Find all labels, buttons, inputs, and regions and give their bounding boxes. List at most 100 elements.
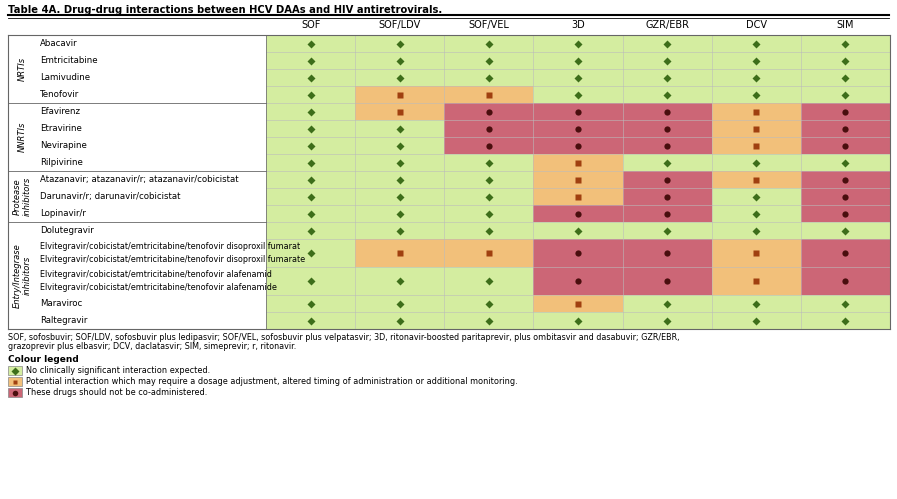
Bar [623,52,711,69]
Bar [623,295,711,312]
Bar [266,69,355,86]
Bar [444,120,534,137]
Bar [355,205,444,222]
Bar [711,52,801,69]
Bar [534,312,623,329]
Bar [444,222,534,239]
Bar [444,154,534,171]
Text: Darunavir/r; darunavir/cobicistat: Darunavir/r; darunavir/cobicistat [40,192,180,201]
Bar [444,312,534,329]
Bar [711,35,801,52]
Bar [36,188,266,205]
Text: Maraviroc: Maraviroc [40,299,83,308]
Bar [534,171,623,188]
Bar [623,171,711,188]
Bar [266,120,355,137]
Bar [355,120,444,137]
Bar [355,137,444,154]
Bar [801,295,890,312]
Bar [444,171,534,188]
Bar [36,267,266,295]
Bar [711,137,801,154]
Bar [534,86,623,103]
Bar [801,205,890,222]
Bar [355,295,444,312]
Text: Entry/Integrase
inhibitors: Entry/Integrase inhibitors [13,243,31,308]
Bar [623,188,711,205]
Bar [266,267,355,295]
Bar [266,205,355,222]
Bar [623,86,711,103]
Bar [711,120,801,137]
Bar [444,188,534,205]
Text: Lopinavir/r: Lopinavir/r [40,209,86,218]
Bar [711,188,801,205]
Bar [266,154,355,171]
Bar [36,312,266,329]
Bar [623,222,711,239]
Bar [801,312,890,329]
Text: grazoprevir plus elbasvir; DCV, daclatasvir; SIM, simeprevir; r, ritonavir.: grazoprevir plus elbasvir; DCV, daclatas… [8,342,296,351]
Bar [623,120,711,137]
Bar [711,222,801,239]
Bar [801,120,890,137]
Bar [711,171,801,188]
Bar [534,52,623,69]
Bar [534,205,623,222]
Bar [444,137,534,154]
Bar [355,52,444,69]
Text: GZR/EBR: GZR/EBR [645,20,689,30]
Bar [36,120,266,137]
Bar [711,267,801,295]
Bar [266,312,355,329]
Bar [266,52,355,69]
Text: SOF/VEL: SOF/VEL [468,20,509,30]
Bar [534,267,623,295]
Bar [801,35,890,52]
Bar [801,86,890,103]
Text: Emtricitabine: Emtricitabine [40,56,98,65]
Text: Colour legend: Colour legend [8,355,79,364]
Text: Atazanavir; atazanavir/r; atazanavir/cobicistat: Atazanavir; atazanavir/r; atazanavir/cob… [40,175,239,184]
Text: Efavirenz: Efavirenz [40,107,80,116]
Bar [355,312,444,329]
Bar [266,171,355,188]
Bar [444,267,534,295]
Bar [534,137,623,154]
Bar [534,35,623,52]
Bar [444,86,534,103]
Text: Nevirapine: Nevirapine [40,141,87,150]
Bar [623,103,711,120]
Bar [711,154,801,171]
Bar [444,35,534,52]
Bar [355,35,444,52]
Text: Potential interaction which may require a dosage adjustment, altered timing of a: Potential interaction which may require … [26,377,518,386]
Text: Raltegravir: Raltegravir [40,316,87,325]
Bar [801,188,890,205]
Bar [801,239,890,267]
Bar [801,171,890,188]
Text: SOF/LDV: SOF/LDV [379,20,421,30]
Bar [36,239,266,267]
Bar [711,103,801,120]
Bar [711,86,801,103]
Bar [444,103,534,120]
Bar [36,69,266,86]
Bar [36,205,266,222]
Bar [801,267,890,295]
Bar [36,154,266,171]
Text: Abacavir: Abacavir [40,39,78,48]
Text: Elvitegravir/cobicistat/emtricitabine/tenofovir alafenamid: Elvitegravir/cobicistat/emtricitabine/te… [40,270,272,279]
Bar [266,188,355,205]
Text: Lamivudine: Lamivudine [40,73,90,82]
Bar [534,239,623,267]
Bar [36,103,266,120]
Bar [355,267,444,295]
Bar [36,137,266,154]
Bar [534,188,623,205]
Bar [534,222,623,239]
Text: SIM: SIM [837,20,854,30]
Bar [623,69,711,86]
Text: These drugs should not be co-administered.: These drugs should not be co-administere… [26,388,207,397]
Text: SOF, sofosbuvir; SOF/LDV, sofosbuvir plus ledipasvir; SOF/VEL, sofosbuvir plus v: SOF, sofosbuvir; SOF/LDV, sofosbuvir plu… [8,333,680,342]
